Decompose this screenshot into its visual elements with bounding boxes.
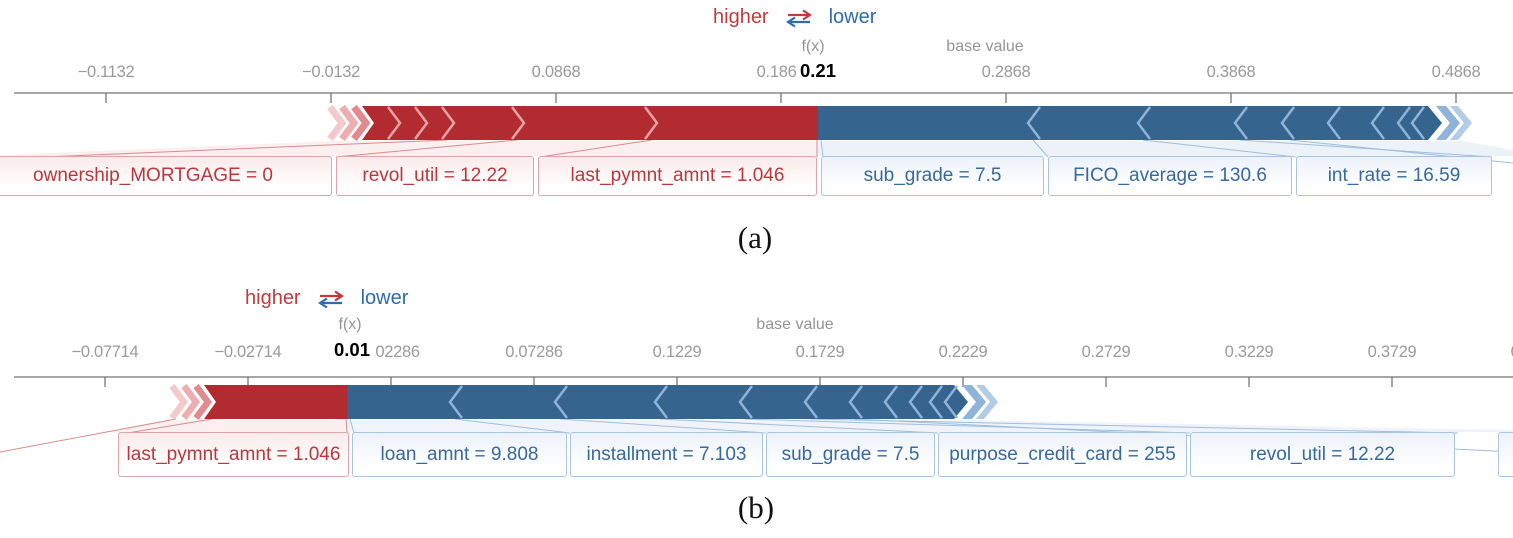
- legend-b: higher lower: [245, 287, 408, 310]
- tick-label: −0.0132: [301, 63, 361, 81]
- force-plot-b: [0, 376, 1513, 453]
- legend-higher-label: higher: [245, 287, 301, 309]
- tick-label: −0.07714: [71, 343, 139, 361]
- feature-label-box: last_pymnt_amnt = 1.046: [118, 432, 349, 477]
- feature-label-box: sub_grade = 7.5: [821, 156, 1044, 196]
- tick-label: 0.2729: [1081, 343, 1131, 361]
- feature-label: loan_amnt = 9.808: [380, 444, 539, 465]
- feature-label-box: revol_util = 12.22: [336, 156, 534, 196]
- feature-label-box: loan_amnt = 9.808: [352, 432, 567, 477]
- lower-fan-a: [818, 141, 1513, 156]
- lower-bar-separators-b: [448, 385, 958, 419]
- higher-bar-separators-a: [387, 106, 659, 140]
- base-value-label-b: base value: [756, 316, 834, 333]
- higher-connectors-a: [19, 139, 818, 159]
- feature-label: purpose_credit_card = 255: [949, 444, 1176, 465]
- tick-label: 0.4868: [1431, 63, 1481, 81]
- feature-label-box: sub_grade = 7.5: [766, 432, 935, 477]
- lower-bar-end-chevron-faint-b: [976, 385, 998, 419]
- fx-axis-label-a: f(x): [801, 38, 825, 55]
- lower-bar-a: [818, 106, 1442, 140]
- higher-fan-b: [100, 420, 347, 432]
- feature-label: int_rate = 16.59: [1327, 165, 1461, 186]
- lower-bar-end-chevron-b: [962, 385, 986, 419]
- legend-higher-label: higher: [713, 6, 769, 28]
- tick-label: 0.1868: [756, 63, 806, 81]
- fx-axis-label-b: f(x): [338, 316, 362, 333]
- caption-b: (b): [737, 490, 775, 525]
- axis-ticks-a: [105, 93, 1457, 103]
- feature-label-box: revol_util = 12.22: [1190, 432, 1455, 477]
- higher-bar-start-chevrons-b: [169, 384, 213, 420]
- higher-lower-arrows-icon: [785, 9, 812, 27]
- tick-label: −0.02714: [214, 343, 282, 361]
- lower-bar-end-chevron-a: [1436, 106, 1460, 140]
- higher-connectors-b: [0, 418, 348, 453]
- feature-label-box: installment = 7.103: [570, 432, 763, 477]
- tick-label: 0.0868: [531, 63, 581, 81]
- feature-label-box: purpose_credit_card = 255: [938, 432, 1187, 477]
- tick-label: 0.07286: [505, 343, 563, 361]
- higher-lower-arrows-icon: [317, 290, 344, 308]
- feature-label-box: FICO_average = 130.6: [1048, 156, 1292, 196]
- feature-label: revol_util = 12.22: [1249, 444, 1396, 465]
- tick-label: 0.3729: [1367, 343, 1417, 361]
- tick-label: 0.1229: [652, 343, 702, 361]
- feature-label: ownership_MORTGAGE = 0: [33, 165, 273, 186]
- feature-label: sub_grade = 7.5: [781, 444, 920, 465]
- higher-bar-b: [204, 385, 347, 419]
- higher-bar-start-chevrons-a: [327, 104, 371, 142]
- feature-label-box: ownership_MORTGAGE = 0: [0, 156, 332, 196]
- feature-label: last_pymnt_amnt = 1.046: [126, 444, 341, 465]
- tick-label: 0.02286: [362, 343, 420, 361]
- legend-lower-label: lower: [360, 287, 409, 309]
- fx-value-a: 0.21: [795, 60, 841, 82]
- lower-bar-separators-a: [1026, 106, 1425, 140]
- higher-fan-a: [0, 141, 818, 156]
- force-plot-a: [0, 92, 1513, 164]
- feature-label: last_pymnt_amnt = 1.046: [570, 165, 785, 186]
- tick-label: 0.1729: [795, 343, 845, 361]
- caption-a: (a): [737, 220, 773, 255]
- lower-bar-b: [347, 385, 968, 419]
- legend-a: higher lower: [713, 6, 876, 29]
- lower-bar-end-chevron-faint-a: [1450, 106, 1472, 140]
- feature-label: installment = 7.103: [586, 444, 747, 465]
- feature-label-box-partial: [1498, 432, 1513, 477]
- tick-label: 0.2229: [938, 343, 988, 361]
- tick-label: 0.4229: [1511, 343, 1513, 362]
- legend-lower-label: lower: [828, 6, 877, 28]
- feature-label: revol_util = 12.22: [362, 165, 508, 186]
- feature-label-box: last_pymnt_amnt = 1.046: [538, 156, 817, 196]
- tick-label: −0.1132: [77, 63, 135, 81]
- base-value-label-a: base value: [946, 38, 1024, 55]
- feature-label: FICO_average = 130.6: [1073, 165, 1267, 186]
- tick-label: 0.3868: [1206, 63, 1256, 81]
- tick-label: 0.3229: [1224, 343, 1274, 361]
- higher-bar-a: [362, 106, 818, 140]
- feature-label: sub_grade = 7.5: [863, 165, 1002, 186]
- tick-label: 0.2868: [981, 63, 1031, 81]
- lower-fan-b: [347, 420, 1513, 432]
- fx-value-b: 0.01: [329, 339, 375, 361]
- feature-label-box: int_rate = 16.59: [1296, 156, 1492, 196]
